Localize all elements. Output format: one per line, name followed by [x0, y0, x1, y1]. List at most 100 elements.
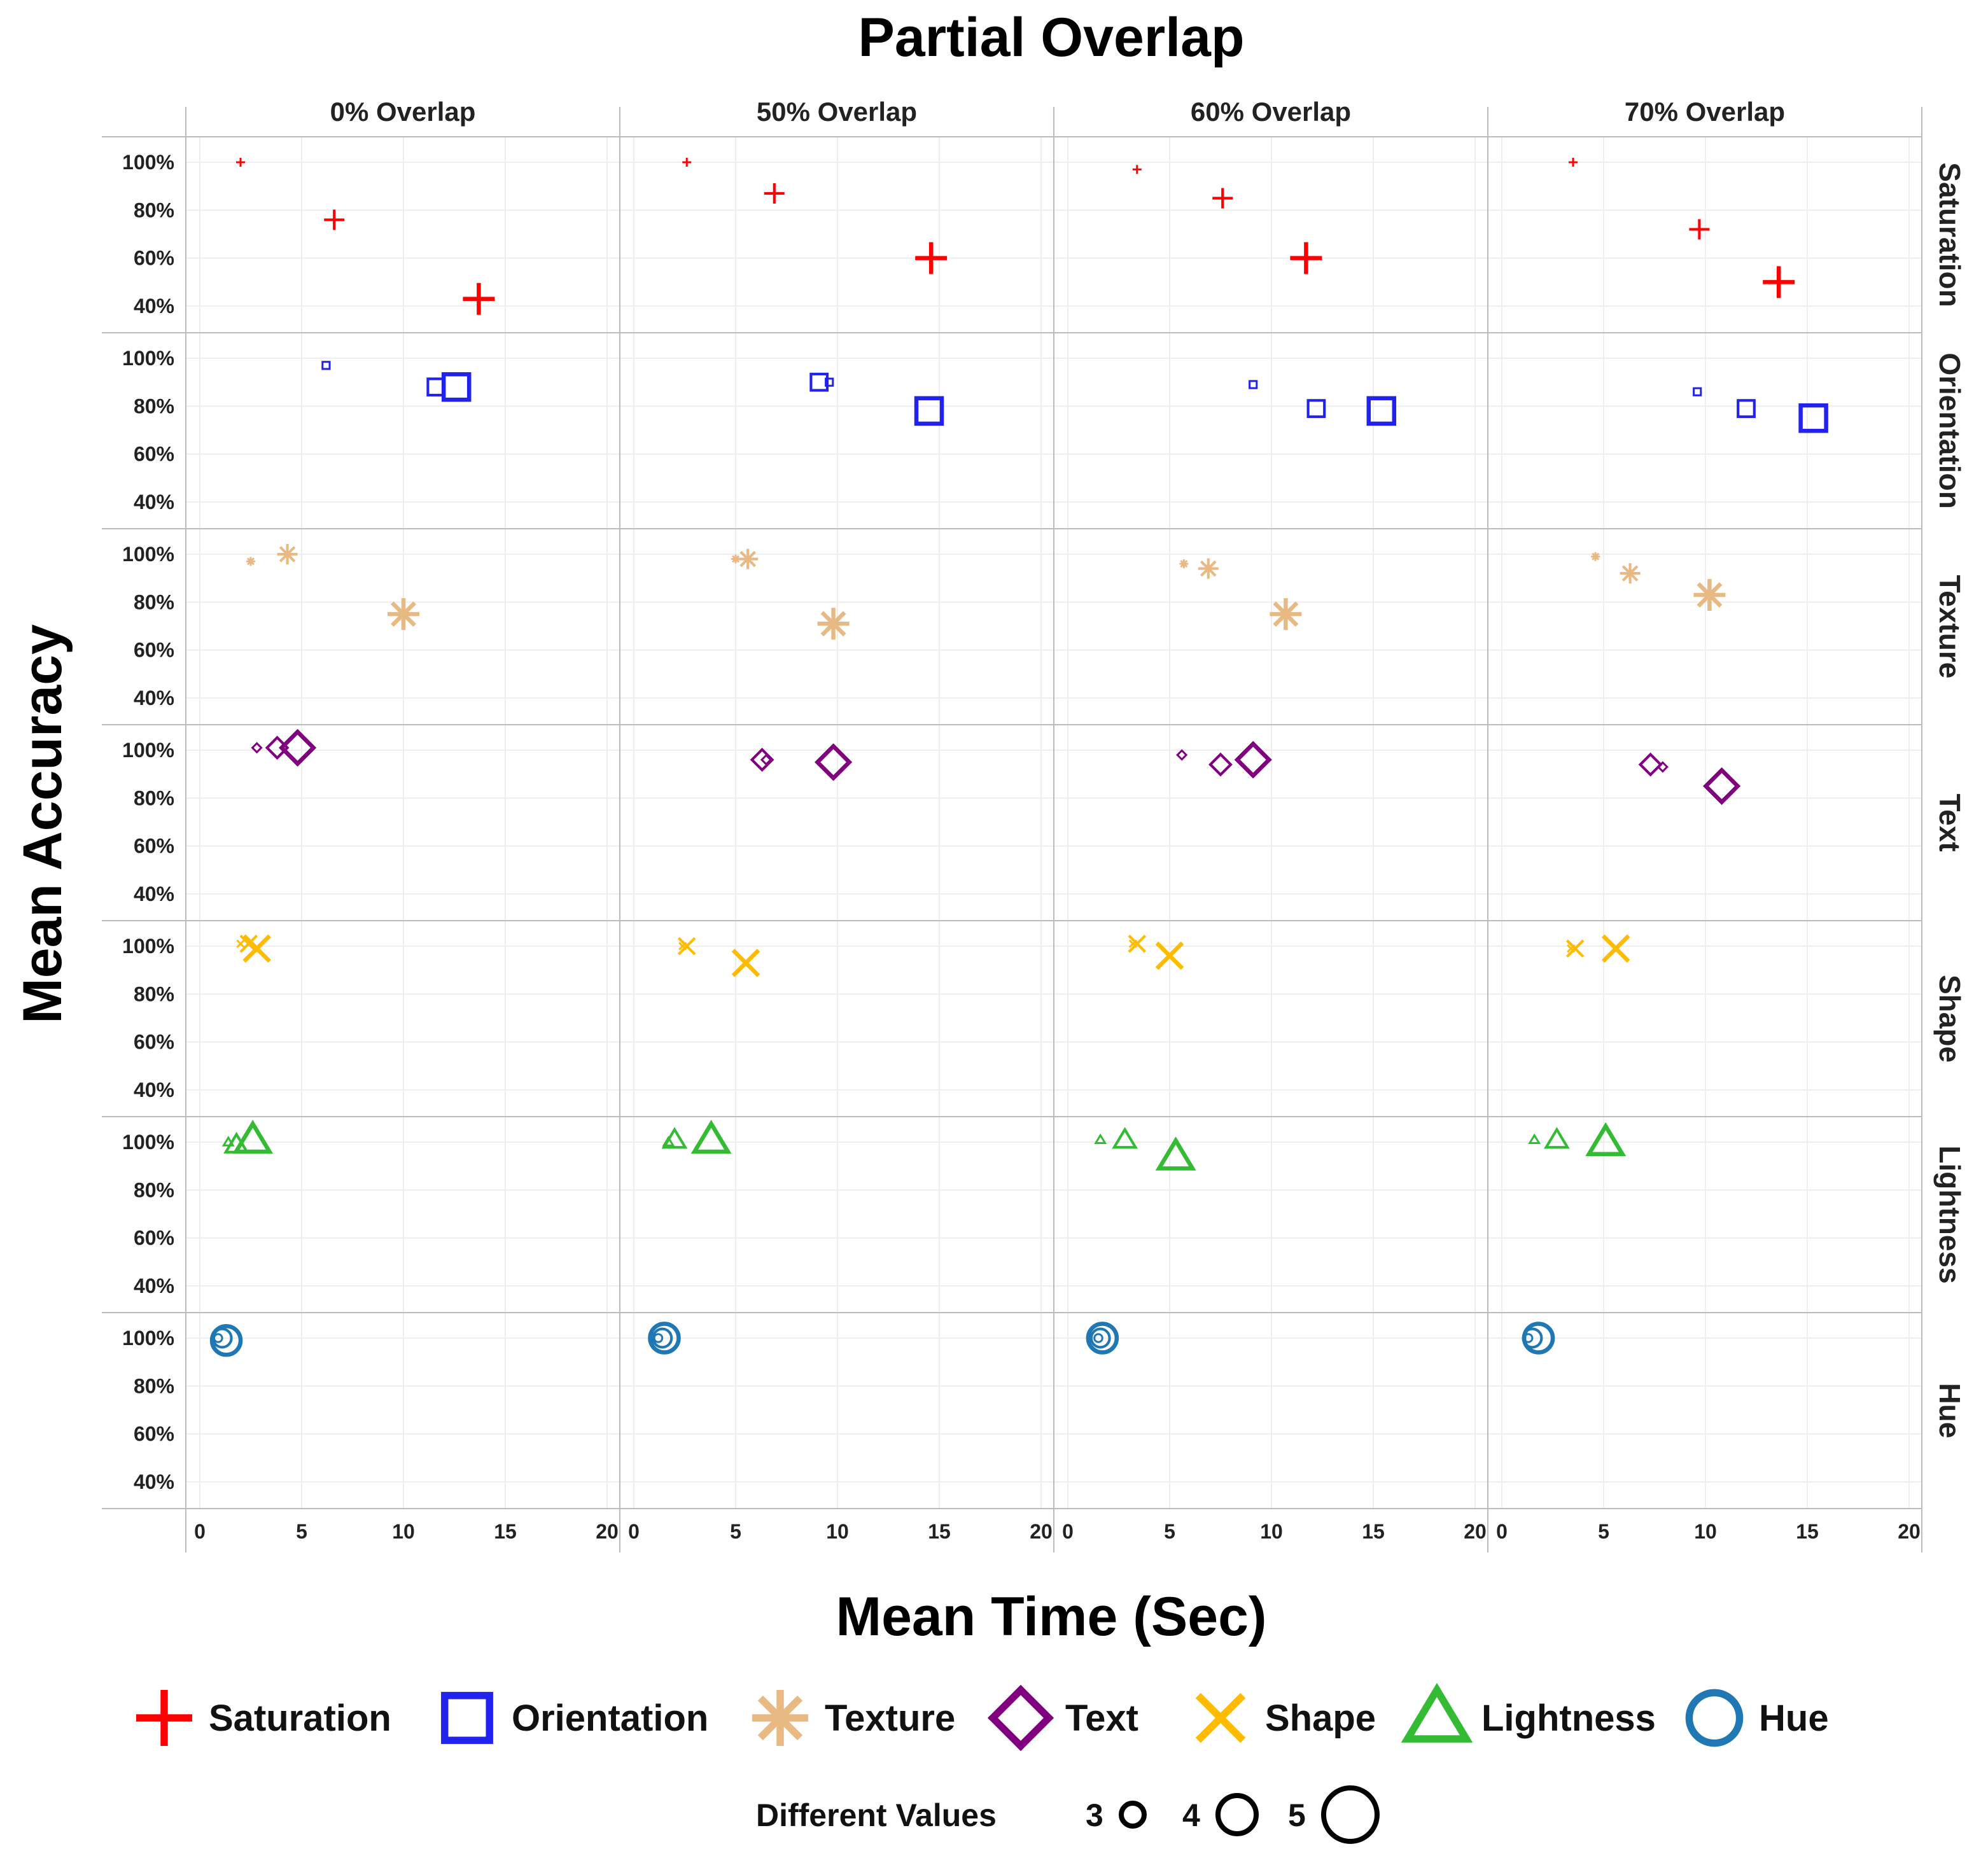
data-point-texture — [1198, 558, 1219, 579]
x-tick-label: 20 — [1898, 1520, 1921, 1543]
data-point-texture — [1270, 598, 1302, 631]
data-point-saturation — [463, 283, 495, 315]
y-tick-label: 60% — [134, 1423, 174, 1446]
chart-title: Partial Overlap — [858, 7, 1244, 68]
legend-label: Text — [1065, 1698, 1138, 1739]
data-point-text — [1638, 752, 1663, 777]
y-tick-label: 80% — [134, 394, 174, 417]
data-point-hue — [1089, 1327, 1111, 1349]
data-point-texture — [738, 548, 759, 569]
size-legend-circle — [1321, 1785, 1380, 1844]
data-point-hue — [652, 1327, 673, 1349]
data-point-saturation — [1132, 165, 1142, 174]
y-tick-label: 100% — [122, 1131, 174, 1154]
size-legend-circle — [1215, 1793, 1259, 1836]
y-tick-label: 100% — [122, 151, 174, 174]
data-point-text — [750, 748, 774, 772]
data-point-orientation — [914, 396, 944, 426]
data-point-saturation — [915, 242, 948, 274]
data-point-shape — [1128, 934, 1147, 953]
facet-row-label: Orientation — [1933, 352, 1966, 508]
data-point-shape — [731, 949, 760, 977]
x-tick-label: 15 — [1796, 1520, 1819, 1543]
legend-swatch-orientation — [441, 1692, 493, 1744]
facet-grid: 0% Overlap 50% Overlap 60% Overlap 70% Over… — [102, 97, 1966, 1553]
data-point-texture — [246, 557, 255, 566]
data-point-texture — [1179, 559, 1189, 569]
data-point-lightness — [1543, 1127, 1570, 1149]
data-point-lightness — [1112, 1127, 1138, 1149]
data-point-text — [1176, 749, 1188, 761]
x-tick-label: 10 — [1260, 1520, 1283, 1543]
data-point-text — [251, 742, 263, 754]
data-point-lightness — [1155, 1136, 1196, 1171]
x-tick-label: 10 — [392, 1520, 415, 1543]
data-point-shape — [1155, 941, 1184, 970]
y-tick-label: 100% — [122, 739, 174, 762]
data-point-orientation — [1693, 387, 1702, 396]
legend-label: Saturation — [209, 1698, 391, 1739]
legend-label: Hue — [1759, 1698, 1829, 1739]
x-tick-label: 15 — [494, 1520, 517, 1543]
y-tick-label: 40% — [134, 883, 174, 905]
x-tick-label: 20 — [596, 1520, 619, 1543]
data-point-shape — [242, 934, 271, 963]
data-point-shape — [677, 937, 696, 956]
data-point-hue — [209, 1324, 243, 1357]
y-tick-label: 40% — [134, 1078, 174, 1101]
data-point-saturation — [236, 158, 245, 167]
y-tick-label: 40% — [134, 687, 174, 709]
data-point-orientation — [1306, 399, 1326, 418]
y-tick-label: 80% — [134, 982, 174, 1005]
y-tick-label: 60% — [134, 1227, 174, 1250]
facet-row-label: Saturation — [1933, 162, 1966, 307]
y-tick-label: 60% — [134, 835, 174, 858]
x-axis-label: Mean Time (Sec) — [836, 1586, 1266, 1647]
data-point-orientation — [1366, 396, 1397, 426]
data-point-texture — [1591, 552, 1600, 561]
data-point-texture — [817, 608, 850, 640]
y-tick-label: 100% — [122, 543, 174, 566]
y-tick-label: 80% — [134, 786, 174, 809]
data-point-text — [1234, 741, 1272, 779]
size-legend-circle — [1119, 1801, 1147, 1829]
data-point-hue — [648, 1322, 681, 1355]
y-tick-label: 60% — [134, 247, 174, 270]
data-point-hue — [1086, 1322, 1119, 1355]
data-point-shape — [1601, 934, 1630, 963]
y-tick-label: 100% — [122, 935, 174, 958]
data-point-orientation — [1249, 380, 1258, 389]
data-point-shape — [1565, 939, 1585, 958]
facet-row-label: Texture — [1933, 575, 1966, 679]
legend-swatch-texture — [752, 1690, 808, 1746]
x-tick-label: 20 — [1464, 1520, 1487, 1543]
legend-swatch-hue — [1685, 1689, 1744, 1747]
data-point-texture — [1693, 579, 1726, 611]
data-point-text — [815, 743, 853, 781]
data-point-lightness — [1094, 1133, 1107, 1144]
data-point-orientation — [809, 372, 829, 392]
data-point-orientation — [321, 361, 331, 370]
data-point-orientation — [1737, 399, 1756, 418]
data-point-text — [279, 729, 317, 767]
y-tick-label: 80% — [134, 1374, 174, 1397]
data-point-orientation — [825, 377, 834, 387]
facet-column-label: 50% Overlap — [757, 97, 917, 127]
data-point-texture — [1620, 563, 1641, 584]
data-point-text — [1703, 767, 1741, 806]
data-point-saturation — [1763, 266, 1795, 298]
data-point-saturation — [1689, 219, 1710, 240]
legend-swatch-lightness — [1401, 1682, 1473, 1743]
y-tick-label: 100% — [122, 1327, 174, 1350]
legend-label: Texture — [825, 1698, 955, 1739]
size-legend-value: 5 — [1288, 1797, 1306, 1833]
legend: Saturation Orientation Texture Text Shape Lig… — [136, 1682, 1829, 1844]
y-tick-label: 40% — [134, 1274, 174, 1297]
y-tick-label: 40% — [134, 491, 174, 513]
y-tick-label: 60% — [134, 1031, 174, 1054]
data-point-lightness — [1585, 1122, 1627, 1156]
facet-row-label: Shape — [1933, 975, 1966, 1063]
data-point-saturation — [324, 209, 345, 230]
